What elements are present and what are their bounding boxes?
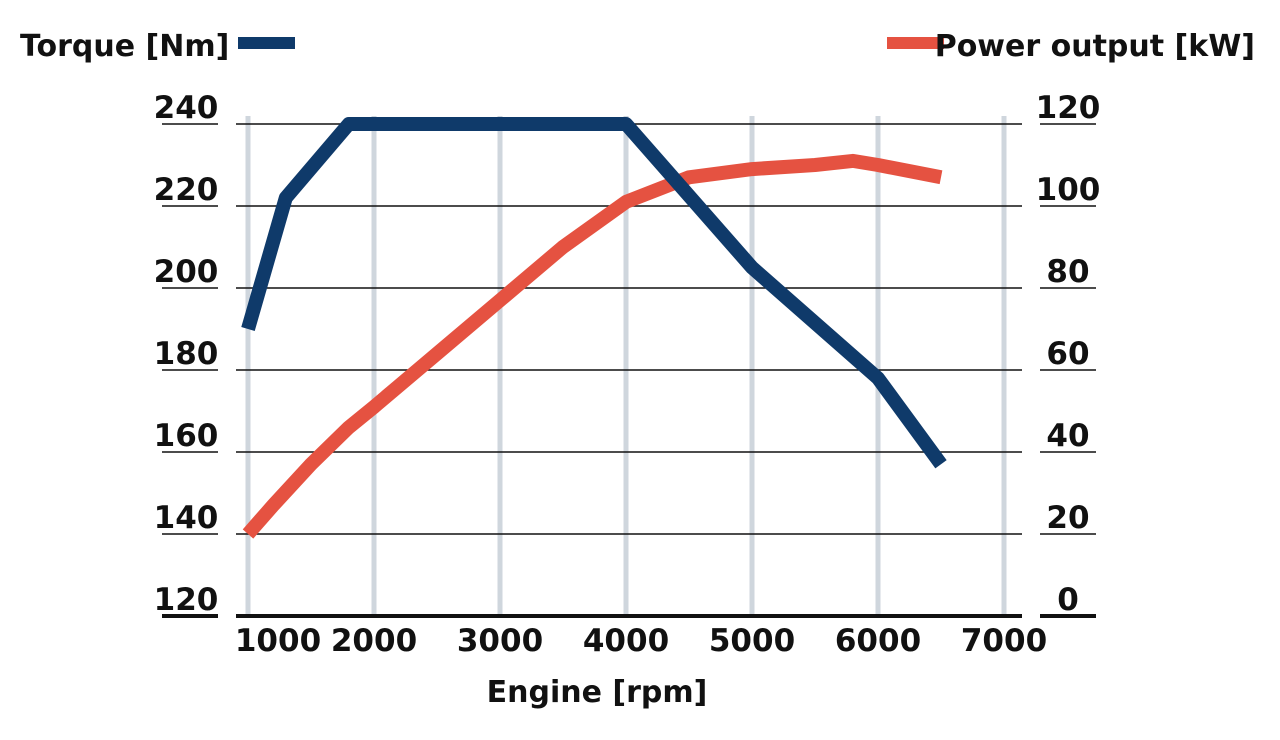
y-left-tick-label: 240 [154, 90, 219, 126]
legend-power-swatch [887, 37, 944, 49]
x-tick-label: 3000 [457, 623, 543, 659]
tick-labels: 120 140 160 180 200 220 240 0 20 40 60 80 100 120 1000… [154, 90, 1101, 659]
y-left-tick-label: 220 [154, 172, 219, 208]
y-left-tick-label: 160 [154, 418, 219, 454]
power-line [242, 153, 943, 539]
y-right-tick-label: 20 [1046, 500, 1089, 536]
legend-power-label: Power output [kW] [935, 29, 1255, 64]
y-right-tick-label: 80 [1046, 254, 1089, 290]
x-tick-label: 7000 [961, 623, 1047, 659]
y-left-tick-label: 180 [154, 336, 219, 372]
x-tick-label: 4000 [583, 623, 669, 659]
y-left-tick-label: 200 [154, 254, 219, 290]
y-right-tick-label: 0 [1057, 582, 1079, 618]
x-tick-label: 1000 [235, 623, 321, 659]
x-axis-title: Engine [rpm] [487, 675, 708, 710]
x-tick-label: 5000 [709, 623, 795, 659]
legend-torque-label: Torque [Nm] [20, 29, 229, 64]
y-right-tick-label: 120 [1036, 90, 1101, 126]
legend-power: Power output [kW] [887, 29, 1255, 64]
legend-torque: Torque [Nm] [20, 29, 295, 64]
x-tick-label: 6000 [835, 623, 921, 659]
vertical-grid [245, 116, 1007, 616]
torque-line [241, 117, 947, 469]
y-left-tick-label: 120 [154, 582, 219, 618]
x-tick-label: 2000 [331, 623, 417, 659]
y-right-tick-label: 40 [1046, 418, 1089, 454]
legend-torque-swatch [238, 37, 295, 49]
series-layer [241, 117, 947, 539]
y-right-tick-label: 100 [1036, 172, 1101, 208]
y-left-tick-label: 140 [154, 500, 219, 536]
y-right-tick-label: 60 [1046, 336, 1089, 372]
